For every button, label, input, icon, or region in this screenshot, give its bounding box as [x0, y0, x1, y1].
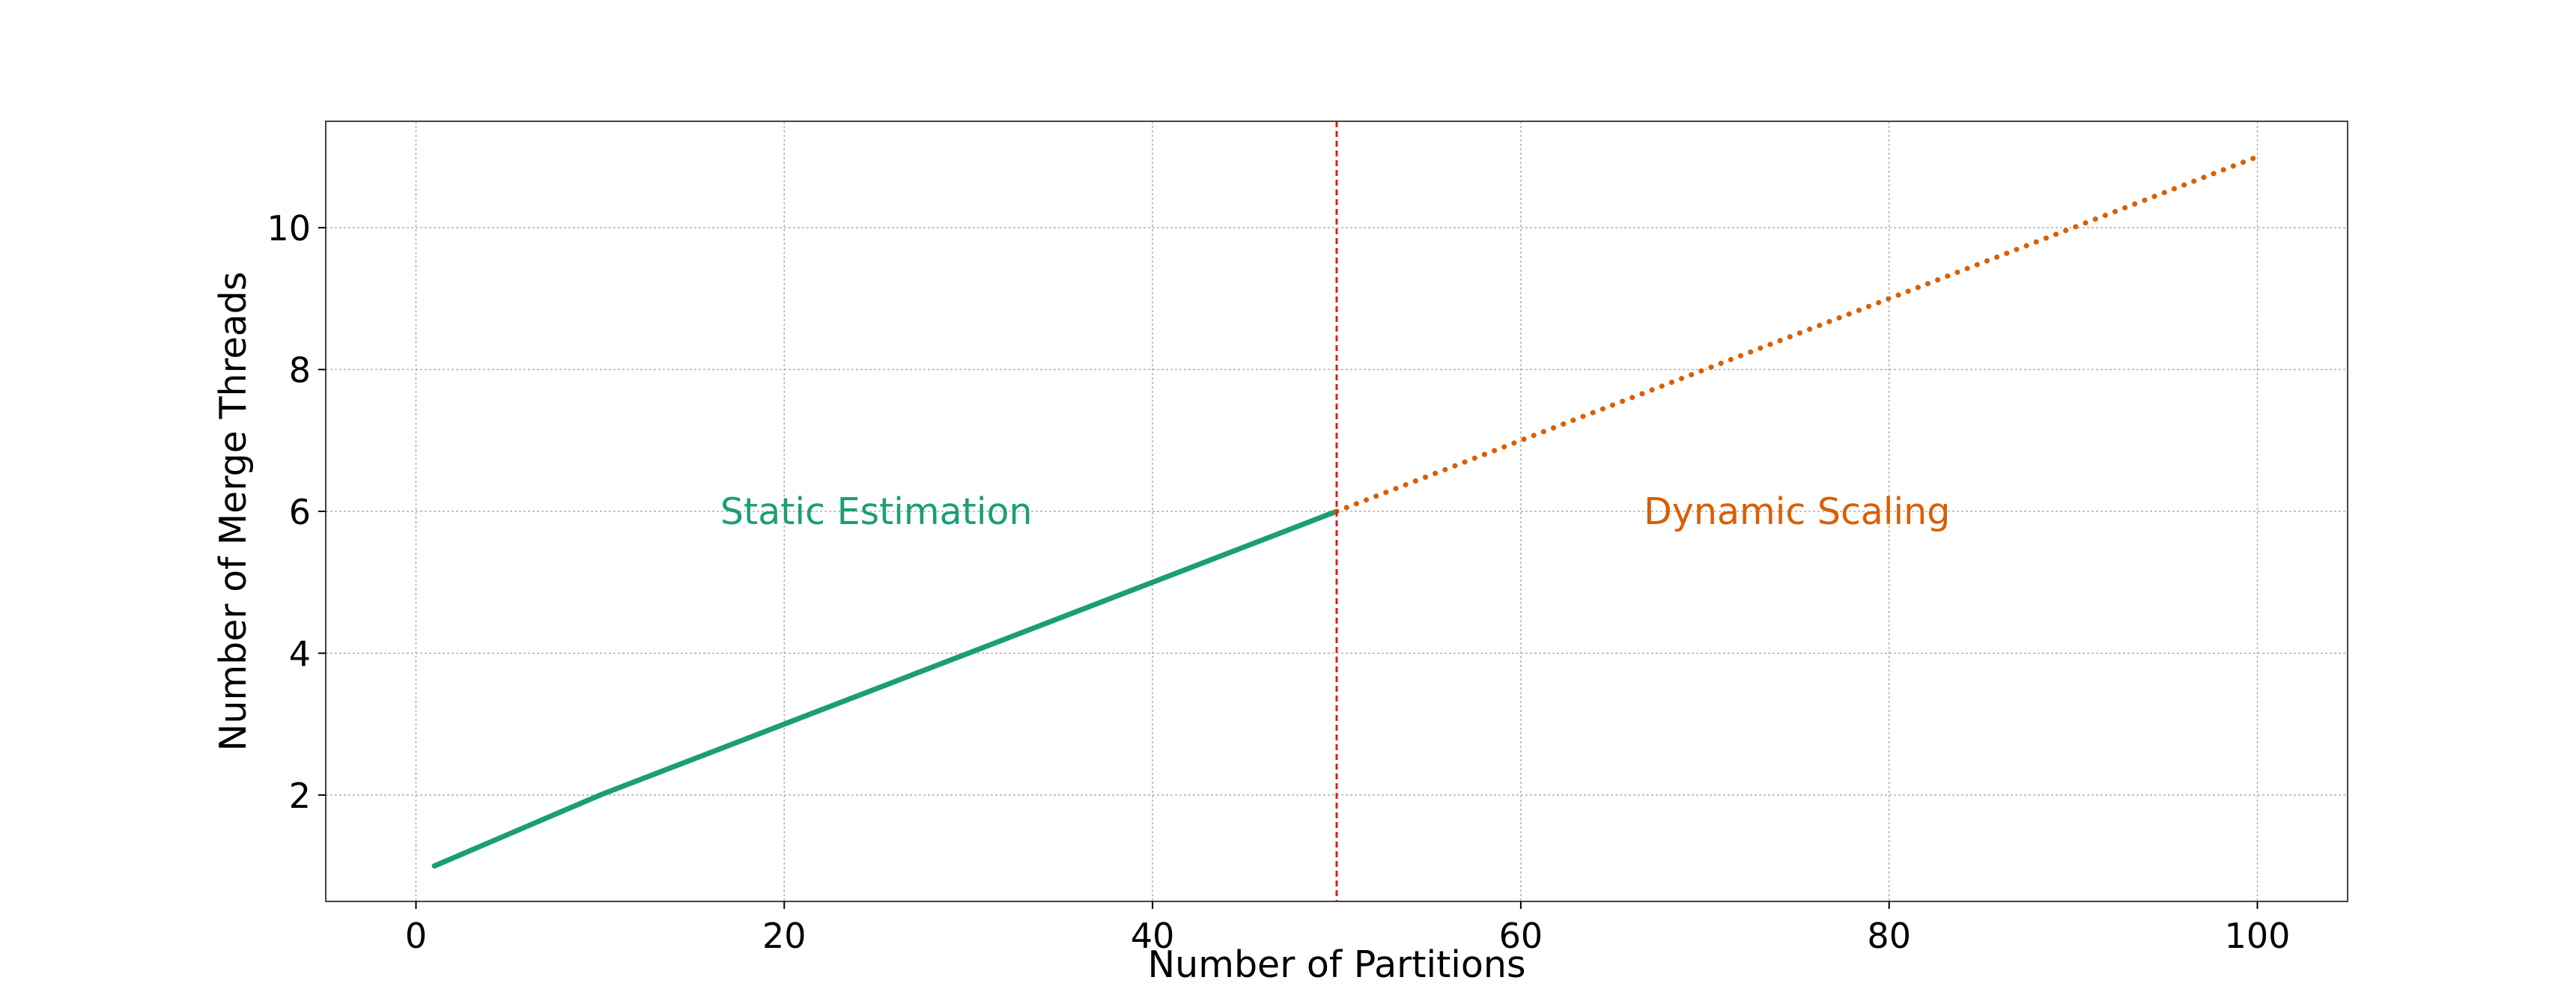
y-tick-label: 10 [267, 208, 311, 249]
x-axis-label: Number of Partitions [1148, 943, 1526, 986]
x-tick-label: 0 [405, 916, 427, 956]
y-tick-label: 2 [289, 776, 311, 816]
x-tick-label: 20 [762, 916, 806, 956]
x-tick-label: 60 [1499, 916, 1543, 956]
static-estimation-line [431, 508, 1340, 869]
annotation-label: Dynamic Scaling [1644, 490, 1950, 533]
series-group [431, 153, 2261, 869]
dynamic-scaling-line [1334, 153, 2261, 514]
annotation-label: Static Estimation [720, 490, 1033, 533]
ticks: 0 20 40 60 80 100 2 4 6 8 10 [267, 208, 2290, 956]
x-tick-label: 80 [1867, 916, 1911, 956]
y-tick-label: 8 [289, 350, 311, 391]
y-tick-label: 6 [289, 492, 311, 532]
annotations: Static Estimation Dynamic Scaling [720, 490, 1950, 533]
y-tick-label: 4 [289, 633, 311, 674]
x-tick-label: 100 [2225, 916, 2291, 956]
x-tick-label: 40 [1131, 916, 1175, 956]
y-axis-label: Number of Merge Threads [212, 272, 255, 752]
